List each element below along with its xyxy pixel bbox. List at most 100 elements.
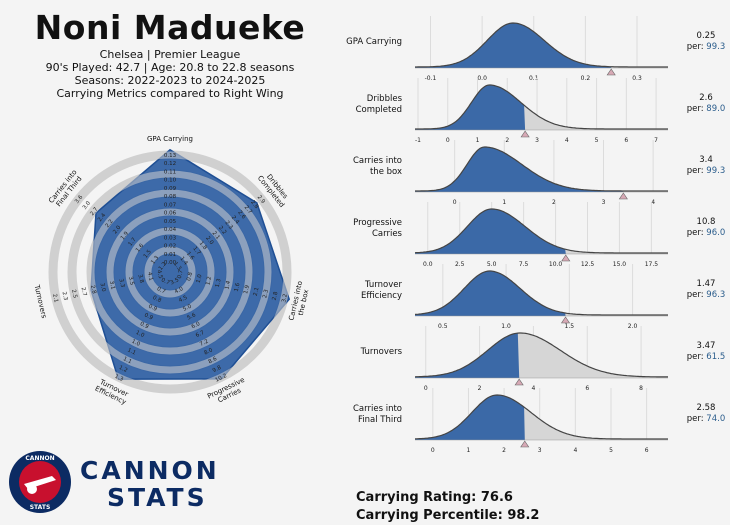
density-tick-label: 6	[645, 447, 649, 454]
radar-ring-overlay-3	[87, 189, 253, 355]
panel-metric-label-line: Turnover	[364, 280, 402, 290]
density-tick-label: 1	[502, 199, 506, 206]
radar-tick-label: 8.6	[208, 356, 219, 365]
density-fill-player	[415, 271, 566, 316]
panel-percentile-prefix: per:	[687, 104, 707, 114]
density-tick-label: 1	[476, 137, 480, 144]
radar-tick-label: 4.1	[146, 272, 154, 282]
radar-tick-label: 1.1	[122, 356, 132, 365]
density-tick-label: 2	[505, 137, 509, 144]
metric-line: Carrying Metrics compared to Right Wing	[56, 87, 284, 100]
radar-tick-label: 1.3	[215, 278, 223, 288]
radar-tick-label: 1.2	[158, 261, 168, 272]
panel-percentile: per: 99.3	[687, 42, 725, 52]
radar-tick-label: 2.0	[204, 235, 214, 246]
radar-tick-label: 4.5	[155, 269, 163, 279]
density-tick-label: 17.5	[645, 261, 659, 268]
density-fill-player	[415, 23, 612, 68]
seasons-line: Seasons: 2022-2023 to 2024-2025	[74, 74, 266, 87]
panel-percentile-value: 96.0	[706, 228, 725, 238]
radar-tick-label: 1.3	[150, 255, 160, 266]
radar-tick-label: 2.6	[236, 210, 246, 221]
radar-tick-label: 2.8	[249, 200, 259, 211]
radar-tick-label: 1.5	[143, 249, 153, 260]
panel-metric-label-line: Efficiency	[361, 291, 402, 301]
radar-tick-label: 0.01	[164, 252, 176, 258]
radar-tick-label: 0.8	[152, 295, 163, 304]
panel-percentile-prefix: per:	[687, 166, 707, 176]
density-tick-label: -0.1	[425, 75, 437, 82]
radar-tick-label: 2.7	[243, 205, 253, 216]
density-tick-label: 0.2	[581, 75, 591, 82]
panel-percentile: per: 61.5	[687, 352, 725, 362]
radar-tick-label: 0.9	[139, 321, 150, 330]
radar-axis-label: Turnovers	[32, 283, 48, 319]
radar-tick-label: 2.4	[97, 212, 107, 223]
panel-metric-label-line: Carries	[372, 229, 403, 239]
radar-tick-label: 1.0	[135, 330, 146, 339]
radar-tick-label: 0.13	[164, 153, 177, 159]
radar-tick-label: 1.1	[126, 347, 136, 356]
radar-tick-label: 1.9	[120, 230, 130, 241]
radar-tick-label: 2.8	[89, 285, 97, 295]
density-tick-label: 0.3	[632, 75, 642, 82]
panel-percentile-value: 61.5	[706, 352, 725, 362]
density-tick-label: 2.0	[628, 323, 638, 330]
radar-tick-label: 1.9	[243, 284, 251, 294]
panel-value: 0.25	[697, 31, 716, 41]
panel-metric-label-line: Turnovers	[360, 347, 403, 357]
radar-tick-label: 10.2	[214, 373, 228, 384]
radar-tick-label: 2.3	[223, 220, 233, 231]
radar-tick-label: 0.05	[164, 219, 177, 225]
density-tick-label: 10.0	[549, 261, 563, 268]
radar-tick-label: 1.4	[178, 256, 188, 267]
radar-tick-label: 0.07	[164, 202, 177, 208]
radar-tick-label: 1.2	[118, 365, 128, 374]
radar-tick-label: 3.0	[82, 200, 92, 211]
badge-bottom-text: STATS	[30, 504, 51, 511]
player-name: Noni Madueke	[34, 8, 306, 47]
player-marker-icon	[514, 378, 524, 386]
density-outline	[414, 208, 668, 254]
radar-tick-label: 1.6	[185, 251, 195, 262]
density-outline	[415, 84, 668, 130]
radar-tick-label: 4.0	[174, 286, 185, 295]
radar-ring-overlay-1	[125, 227, 215, 317]
panel-percentile: per: 89.0	[687, 104, 725, 114]
panel-metric-label: Carries into Final Third	[353, 404, 402, 425]
density-tick-label: 8	[639, 385, 643, 392]
radar-tick-label: 3.6	[74, 194, 84, 205]
radar-tick-label: 2.1	[253, 287, 261, 297]
density-tick-label: 2.5	[455, 261, 465, 268]
panel-percentile-value: 99.3	[706, 166, 725, 176]
panel-percentile-prefix: per:	[687, 414, 707, 424]
radar-tick-label: 1.3	[114, 374, 125, 383]
radar-tick-label: 0.7	[160, 277, 171, 286]
density-outline	[415, 146, 668, 192]
density-tick-label: 1.5	[565, 323, 575, 330]
density-tick-label: 4	[573, 447, 577, 454]
radar-tick-label: 2.9	[256, 194, 266, 205]
panel-value: 1.47	[697, 279, 716, 289]
radar-tick-label: 2.0	[112, 224, 122, 235]
radar-tick-label: 1.8	[198, 241, 208, 252]
radar-axis-label: Carries intothe box	[287, 280, 312, 323]
density-tick-label: 3	[535, 137, 539, 144]
panel-metric-label-line: Final Third	[358, 415, 402, 425]
player-marker-icon	[606, 68, 616, 76]
density-tick-label: 0	[453, 199, 457, 206]
radar-tick-label: 9.8	[212, 365, 223, 374]
panel-metric-label: Progressive Carries	[353, 218, 402, 239]
radar-tick-label: 3.1	[108, 280, 116, 290]
radar-tick-label: 0.7	[156, 286, 167, 295]
radar-tick-label: 0.9	[143, 312, 154, 321]
density-tick-label: 2	[502, 447, 506, 454]
density-tick-label: 3	[602, 199, 606, 206]
radar-tick-label: 1.4	[224, 280, 232, 290]
radar-tick-label: 2.4	[230, 215, 240, 226]
